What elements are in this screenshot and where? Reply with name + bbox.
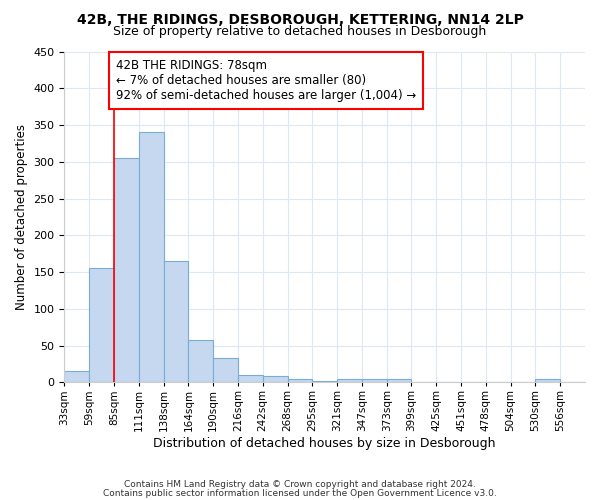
Text: 42B, THE RIDINGS, DESBOROUGH, KETTERING, NN14 2LP: 42B, THE RIDINGS, DESBOROUGH, KETTERING,… [77, 12, 523, 26]
Text: 42B THE RIDINGS: 78sqm
← 7% of detached houses are smaller (80)
92% of semi-deta: 42B THE RIDINGS: 78sqm ← 7% of detached … [116, 59, 416, 102]
Bar [386, 380, 412, 382]
Bar [213, 358, 238, 382]
Bar [89, 268, 114, 382]
Bar [139, 132, 164, 382]
Bar [287, 378, 313, 382]
Bar [313, 381, 337, 382]
Bar [238, 375, 263, 382]
Bar [114, 158, 139, 382]
X-axis label: Distribution of detached houses by size in Desborough: Distribution of detached houses by size … [154, 437, 496, 450]
Bar [535, 378, 560, 382]
Bar [164, 261, 188, 382]
Bar [64, 372, 89, 382]
Bar [188, 340, 213, 382]
Text: Contains public sector information licensed under the Open Government Licence v3: Contains public sector information licen… [103, 488, 497, 498]
Y-axis label: Number of detached properties: Number of detached properties [15, 124, 28, 310]
Bar [362, 378, 386, 382]
Text: Size of property relative to detached houses in Desborough: Size of property relative to detached ho… [113, 25, 487, 38]
Bar [337, 378, 362, 382]
Text: Contains HM Land Registry data © Crown copyright and database right 2024.: Contains HM Land Registry data © Crown c… [124, 480, 476, 489]
Bar [263, 376, 287, 382]
